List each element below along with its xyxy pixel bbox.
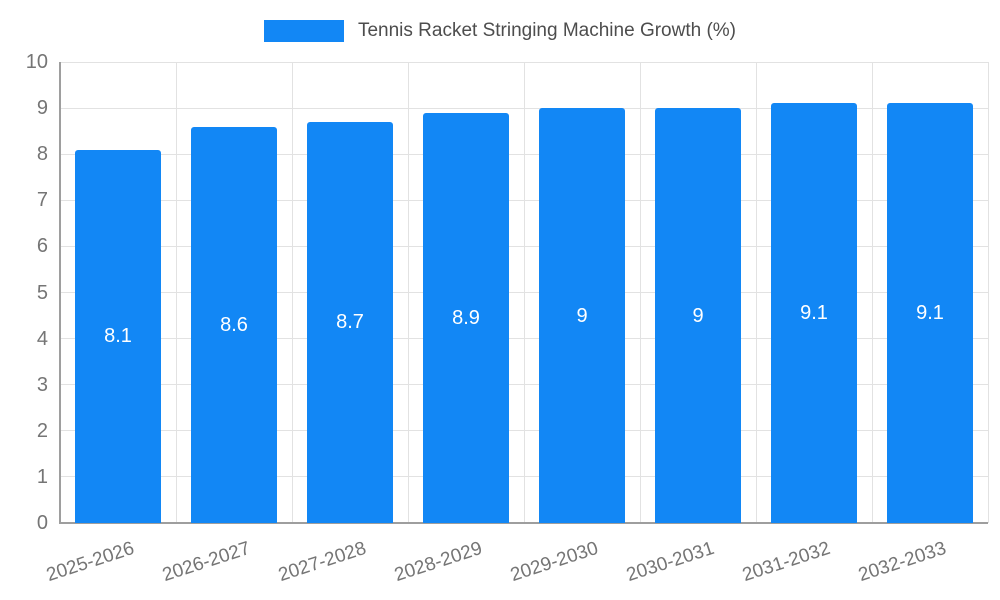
bar-value-label: 8.9 (452, 306, 480, 329)
legend-color-swatch (263, 20, 344, 42)
x-gridline (175, 62, 177, 523)
chart-legend: Tennis Racket Stringing Machine Growth (… (0, 20, 1000, 42)
bar-value-label: 9.1 (800, 302, 828, 325)
y-tick-label: 0 (36, 512, 48, 534)
bar-value-label: 8.7 (336, 311, 364, 334)
bar (191, 126, 277, 523)
bar-value-label: 8.1 (104, 325, 132, 348)
bar-value-label: 9 (692, 304, 704, 327)
x-gridline (755, 62, 757, 523)
y-tick-label: 1 (36, 465, 48, 488)
x-gridline (987, 62, 989, 523)
x-gridline (639, 62, 641, 523)
bar (307, 121, 393, 523)
x-gridline (291, 62, 293, 523)
y-tick-label: 3 (36, 373, 48, 396)
y-tick-label: 7 (36, 189, 48, 212)
bar (423, 112, 509, 523)
x-axis-line (59, 522, 988, 524)
chart-title: Tennis Racket Stringing Machine Growth (… (357, 20, 737, 41)
y-tick-label: 10 (25, 51, 48, 73)
y-tick-label: 5 (36, 281, 48, 304)
bar (655, 108, 741, 523)
bar (539, 108, 625, 523)
x-gridline (407, 62, 409, 523)
bar (771, 103, 857, 523)
x-gridline (871, 62, 873, 523)
y-tick-label: 9 (36, 97, 48, 120)
bar-value-label: 9.1 (916, 302, 944, 325)
y-tick-label: 8 (36, 143, 48, 166)
bar-value-label: 8.6 (220, 313, 248, 336)
bar-value-label: 9 (576, 304, 588, 327)
x-gridline (523, 62, 525, 523)
y-tick-label: 6 (36, 235, 48, 258)
bar (887, 103, 973, 523)
y-axis-line (59, 62, 61, 523)
y-tick-label: 4 (36, 327, 48, 350)
y-tick-label: 2 (36, 419, 48, 442)
bar (75, 149, 161, 523)
